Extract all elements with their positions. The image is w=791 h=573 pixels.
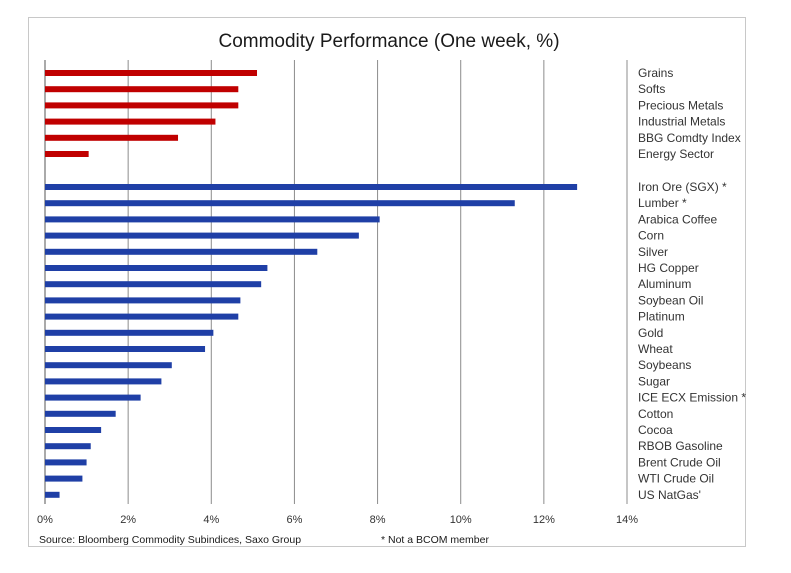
bar <box>45 265 268 271</box>
category-label: US NatGas' <box>638 488 701 502</box>
bar <box>45 200 515 207</box>
bar <box>45 313 239 320</box>
category-label: Wheat <box>638 342 673 356</box>
source-note: Source: Bloomberg Commodity Subindices, … <box>39 534 301 546</box>
chart-frame: Commodity Performance (One week, %) Grai… <box>28 17 746 547</box>
bar <box>45 491 60 498</box>
bar <box>45 216 380 223</box>
x-tick-label: 10% <box>450 514 472 526</box>
bar <box>45 184 578 190</box>
x-tick-label: 0% <box>37 514 53 526</box>
bar <box>45 248 318 255</box>
category-label: Cotton <box>638 407 673 421</box>
category-label: BBG Comdty Index <box>638 131 741 145</box>
bar <box>45 459 87 466</box>
bar <box>45 443 91 450</box>
x-tick-label: 14% <box>616 514 638 526</box>
bar <box>45 410 116 417</box>
bar <box>45 427 102 433</box>
bars <box>45 70 578 498</box>
bar <box>45 86 239 93</box>
bar <box>45 281 262 288</box>
category-label: WTI Crude Oil <box>638 472 714 486</box>
bar <box>45 102 239 109</box>
category-label: Softs <box>638 82 665 96</box>
commodity-performance-chart: Commodity Performance (One week, %) Grai… <box>37 31 746 546</box>
bar <box>45 118 216 125</box>
bar <box>45 346 206 352</box>
x-tick-label: 2% <box>120 514 136 526</box>
x-tick-label: 8% <box>370 514 386 526</box>
category-label: Cocoa <box>638 423 673 437</box>
category-label: Silver <box>638 245 668 259</box>
category-label: Aluminum <box>638 277 691 291</box>
category-label: Brent Crude Oil <box>638 455 721 469</box>
x-tick-label: 12% <box>533 514 555 526</box>
bar <box>45 329 214 336</box>
category-label: Lumber * <box>638 196 687 210</box>
bar <box>45 362 172 369</box>
category-label: Iron Ore (SGX) * <box>638 180 727 194</box>
category-label: Platinum <box>638 310 685 324</box>
category-label: Soybeans <box>638 358 691 372</box>
category-label: RBOB Gasoline <box>638 439 723 453</box>
category-label: Arabica Coffee <box>638 212 717 226</box>
category-labels: Grains Softs Precious Metals Industrial Met… <box>638 66 746 502</box>
bcom-member-note: * Not a BCOM member <box>381 534 489 546</box>
category-label: Industrial Metals <box>638 115 725 129</box>
category-label: Soybean Oil <box>638 293 703 307</box>
category-label: ICE ECX Emission * <box>638 391 746 405</box>
category-label: Sugar <box>638 374 670 388</box>
category-label: Precious Metals <box>638 98 723 112</box>
bar <box>45 394 141 401</box>
chart-title: Commodity Performance (One week, %) <box>218 31 559 52</box>
category-label: Gold <box>638 326 663 340</box>
x-axis-ticks: 0% 2% 4% 6% 8% 10% 12% 14% <box>37 514 638 526</box>
bar <box>45 297 241 304</box>
category-label: Grains <box>638 66 673 80</box>
bar <box>45 134 179 141</box>
x-tick-label: 6% <box>286 514 302 526</box>
bar <box>45 70 258 76</box>
bar <box>45 378 162 385</box>
x-tick-label: 4% <box>203 514 219 526</box>
category-label: HG Copper <box>638 261 699 275</box>
category-label: Corn <box>638 229 664 243</box>
bar <box>45 232 359 239</box>
category-label: Energy Sector <box>638 147 714 161</box>
bar <box>45 151 89 157</box>
bar <box>45 475 83 482</box>
